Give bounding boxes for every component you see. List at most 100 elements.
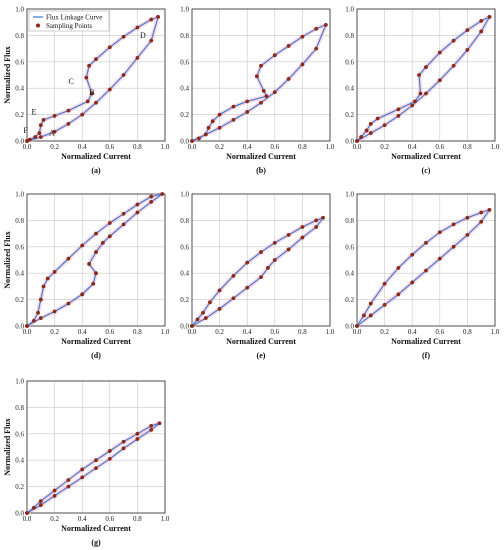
sampling-point: [314, 218, 319, 223]
sampling-point: [135, 210, 140, 215]
sampling-point: [424, 240, 428, 245]
sampling-point: [314, 26, 319, 31]
sampling-point: [231, 117, 236, 122]
y-tick-label: 0.2: [15, 296, 24, 304]
panel-label: (c): [422, 166, 431, 175]
sampling-point: [245, 260, 250, 265]
sampling-point: [465, 233, 470, 237]
sampling-point: [487, 15, 492, 19]
sampling-point: [36, 310, 40, 315]
legend-curve-label: Flux Linkage Curve: [46, 14, 102, 22]
y-tick-label: 0.2: [345, 111, 354, 119]
sampling-point: [465, 28, 470, 33]
sampling-point: [437, 256, 442, 261]
x-tick-label: 0.0: [23, 143, 32, 151]
sampling-point: [437, 78, 442, 83]
sampling-point: [396, 107, 401, 112]
y-tick-label: 0.2: [180, 111, 189, 119]
y-tick-label: 0.0: [345, 138, 354, 146]
x-tick-label: 0.8: [463, 328, 472, 336]
x-tick-label: 0.8: [463, 143, 472, 151]
sampling-point: [465, 215, 470, 220]
sampling-point: [135, 437, 140, 441]
sampling-point: [410, 280, 415, 285]
sampling-point: [149, 194, 154, 199]
sampling-point: [84, 75, 89, 80]
x-tick-label: 0.0: [353, 328, 362, 336]
y-tick-label: 0.2: [15, 483, 24, 491]
panel-label: (f): [422, 351, 430, 360]
sampling-point: [107, 45, 112, 50]
sampling-point: [410, 103, 415, 108]
x-tick-label: 0.0: [188, 143, 197, 151]
sampling-point: [38, 123, 43, 128]
y-tick-label: 0.4: [180, 270, 189, 278]
y-tick-label: 0.6: [15, 58, 24, 66]
x-tick-label: 0.2: [380, 143, 389, 151]
sampling-point: [479, 18, 484, 23]
sampling-point: [94, 271, 98, 276]
sampling-point: [217, 112, 222, 117]
y-tick-label: 1.0: [180, 191, 189, 199]
x-tick-label: 0.0: [23, 328, 32, 336]
sampling-point: [121, 211, 126, 216]
sampling-point: [121, 439, 126, 444]
x-tick-label: 0.2: [50, 515, 59, 523]
legend-box: [28, 10, 110, 32]
sampling-point: [85, 99, 90, 104]
sampling-point: [272, 240, 277, 245]
sampling-point: [91, 281, 96, 286]
sampling-point: [197, 136, 201, 141]
sampling-point: [94, 458, 98, 463]
sampling-point: [80, 292, 85, 297]
sampling-point: [94, 466, 98, 471]
y-tick-label: 0.8: [15, 32, 24, 40]
sampling-point: [355, 139, 359, 143]
sampling-point: [33, 135, 38, 139]
y-tick-label: 1.0: [345, 6, 354, 14]
sampling-point: [66, 121, 71, 126]
sampling-point: [107, 87, 112, 92]
sampling-point: [66, 484, 71, 489]
sampling-point: [272, 90, 277, 95]
x-tick-label: 0.0: [23, 515, 32, 523]
point-annotation: F: [23, 126, 28, 135]
sampling-point: [451, 222, 456, 227]
sampling-point: [38, 499, 43, 504]
sampling-point: [300, 34, 305, 39]
sampling-point: [314, 46, 319, 51]
x-tick-label: 0.8: [133, 328, 142, 336]
sampling-point: [396, 114, 401, 118]
chart-panel: 0.0 0.2 0.4 0.6 0.8 1.0 0.0 0.2 0.4 0.6 0.8 1.0 Norm…: [345, 191, 500, 361]
x-axis-label: Normalized Current: [391, 152, 461, 161]
x-tick-label: 0.4: [408, 143, 417, 151]
sampling-point: [217, 306, 222, 311]
y-tick-label: 0.6: [345, 58, 354, 66]
sampling-point: [94, 250, 98, 254]
x-axis-label: Normalized Current: [61, 337, 131, 346]
y-tick-label: 1.0: [345, 191, 354, 199]
flux-linkage-curve: [191, 217, 324, 327]
sampling-point: [149, 38, 154, 43]
sampling-point: [254, 74, 259, 79]
y-tick-label: 0.4: [15, 270, 24, 278]
y-tick-label: 0.4: [15, 457, 24, 465]
point-annotation: D: [140, 31, 146, 40]
sampling-point: [25, 511, 29, 515]
x-tick-label: 0.6: [435, 143, 444, 151]
x-tick-label: 0.6: [435, 328, 444, 336]
x-tick-label: 0.8: [133, 143, 142, 151]
chart-panel: 0.0 0.2 0.4 0.6 0.8 1.0 0.0 0.2 0.4 0.6 0.8 1.0 Norm…: [3, 191, 170, 361]
sampling-point: [156, 15, 161, 19]
sampling-point: [245, 99, 250, 104]
curve-halo: [191, 22, 328, 143]
sampling-point: [451, 63, 456, 68]
legend-points-label: Sampling Points: [46, 22, 92, 30]
y-axis-label: Normalized Flux: [3, 418, 12, 476]
sampling-point: [417, 73, 421, 77]
x-tick-label: 0.6: [105, 143, 114, 151]
sampling-point: [52, 129, 57, 134]
sampling-point: [413, 99, 417, 104]
sampling-point: [66, 478, 71, 482]
x-axis-label: Normalized Current: [226, 337, 296, 346]
